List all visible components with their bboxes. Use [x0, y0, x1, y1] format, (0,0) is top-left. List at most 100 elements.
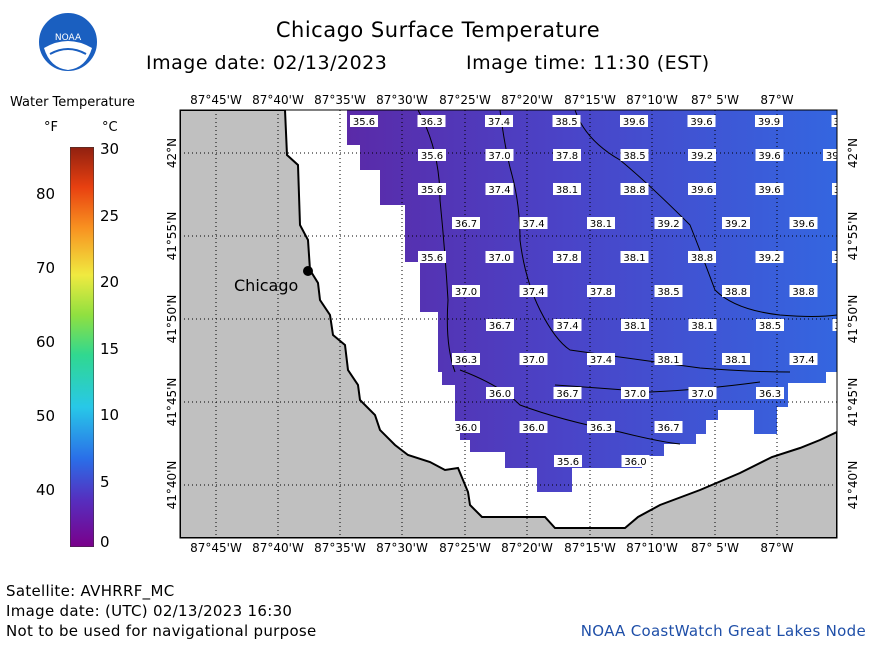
- temperature-label: 38.5: [657, 287, 679, 298]
- temperature-label-box: [485, 149, 514, 161]
- temperature-label-box: [755, 149, 784, 161]
- temperature-label-box: [452, 421, 480, 433]
- temperature-label-box: [553, 319, 582, 331]
- temperature-label-box: [418, 251, 446, 263]
- temperature-label-box: [688, 251, 716, 263]
- latitude-label-left: 41°50'N: [165, 295, 179, 344]
- temperature-label-box: [789, 217, 818, 229]
- temperature-label: 36.3: [420, 117, 442, 128]
- longitude-label-top: 87°45'W: [190, 93, 242, 107]
- temperature-label-box: [452, 217, 480, 229]
- temperature-label: 39.2: [691, 151, 713, 162]
- temperature-label-box: [755, 183, 784, 195]
- temperature-label-box: [620, 149, 649, 161]
- legend-f-tick: 80: [36, 185, 56, 203]
- temperature-label: 35.6: [557, 457, 579, 468]
- temperature-label: 38.1: [556, 185, 578, 196]
- temperature-label: 39.6: [691, 185, 713, 196]
- temperature-label: 38.8: [623, 185, 645, 196]
- legend-unit-c: °C: [102, 120, 118, 135]
- temperature-label: 38.8: [792, 287, 814, 298]
- temperature-label-box: [722, 217, 750, 229]
- temperature-label: 38.5: [759, 321, 781, 332]
- longitude-label-top: 87°W: [760, 93, 793, 107]
- temperature-label-box: [587, 421, 615, 433]
- legend-c-tick: 10: [100, 406, 120, 424]
- latitude-label-right: 41°45'N: [846, 378, 860, 427]
- temperature-label-box: [587, 217, 615, 229]
- longitude-label-top: 87°40'W: [252, 93, 304, 107]
- map-frame: [179, 109, 838, 539]
- legend-c-tick: 30: [100, 140, 120, 158]
- temperature-label-box: [688, 387, 717, 399]
- temperature-label-box: [831, 115, 837, 127]
- temperature-label: 37.4: [488, 117, 510, 128]
- legend-f-tick: 40: [36, 481, 56, 499]
- noaa-logo-text: NOAA: [55, 33, 82, 43]
- legend-c-tick: 20: [100, 273, 120, 291]
- latitude-label-right: 41°55'N: [846, 212, 860, 261]
- temperature-label-box: [654, 421, 683, 433]
- latitude-label-left: 41°40'N: [165, 461, 179, 510]
- temperature-label-box: [654, 353, 683, 365]
- temperature-label: 39.6: [792, 219, 814, 230]
- temperature-label-box: [654, 217, 683, 229]
- temperature-label: 37.4: [590, 355, 612, 366]
- temperature-label-box: [519, 421, 548, 433]
- temperature-label-box: [350, 115, 378, 127]
- longitude-label-bottom: 87°25'W: [439, 541, 491, 555]
- temperature-label-box: [620, 183, 649, 195]
- legend-c-tick: 0: [100, 533, 110, 551]
- chicago-marker: [303, 266, 313, 276]
- image-time: Image time: 11:30 (EST): [466, 52, 710, 74]
- disclaimer: Not to be used for navigational purpose: [6, 622, 317, 640]
- temperature-label: 38.1: [691, 321, 713, 332]
- temperature-label-box: [486, 319, 514, 331]
- land-area: [180, 110, 837, 538]
- temperature-label-box: [485, 115, 513, 127]
- temperature-label-box: [621, 319, 649, 331]
- temperature-label-box: [823, 149, 837, 161]
- temperature-label: 39.6: [758, 151, 780, 162]
- city-label-chicago: Chicago: [234, 276, 298, 295]
- temperature-label: 39.6: [623, 117, 645, 128]
- longitude-label-top: 87°35'W: [314, 93, 366, 107]
- utc-date-info: Image date: (UTC) 02/13/2023 16:30: [6, 602, 293, 620]
- color-scale-bar: [70, 147, 94, 547]
- temperature-label: 39.6: [690, 117, 712, 128]
- temperature-label-box: [722, 353, 750, 365]
- legend-c-tick: 15: [100, 340, 120, 358]
- temperature-label: 37.0: [691, 389, 713, 400]
- temperature-label: 37.4: [522, 219, 544, 230]
- longitude-label-bottom: 87°20'W: [501, 541, 553, 555]
- legend-title: Water Temperature: [10, 95, 135, 110]
- temperature-label-box: [553, 251, 581, 263]
- temperature-label-box: [620, 115, 648, 127]
- longitude-label-bottom: 87°W: [760, 541, 793, 555]
- temperature-label-box: [789, 353, 818, 365]
- temperature-label: 36.0: [624, 457, 646, 468]
- legend-f-tick: 70: [36, 259, 56, 277]
- temperature-label: 35.6: [353, 117, 375, 128]
- temperature-label: 36.3: [759, 389, 781, 400]
- temperature-label-box: [756, 387, 784, 399]
- temperature-label: 36.7: [657, 423, 679, 434]
- temperature-label: 35.6: [421, 151, 443, 162]
- temperature-label: 39.2: [725, 219, 747, 230]
- longitude-label-top: 87°25'W: [439, 93, 491, 107]
- temperature-label-box: [620, 251, 649, 263]
- temperature-label-box: [553, 183, 581, 195]
- noaa-logo: NOAA: [37, 11, 99, 73]
- temperature-label: 37.4: [522, 287, 544, 298]
- latitude-label-right: 41°50'N: [846, 295, 860, 344]
- temperature-label: 39.6: [758, 185, 780, 196]
- legend-c-tick: 5: [100, 473, 110, 491]
- legend-f-tick: 60: [36, 333, 56, 351]
- temperature-label: 35.6: [421, 253, 443, 264]
- temperature-label: 36.0: [489, 389, 511, 400]
- temperature-label-box: [452, 353, 480, 365]
- temperature-label: 36.0: [455, 423, 477, 434]
- temperature-label-box: [755, 251, 784, 263]
- temperature-label-box: [687, 115, 716, 127]
